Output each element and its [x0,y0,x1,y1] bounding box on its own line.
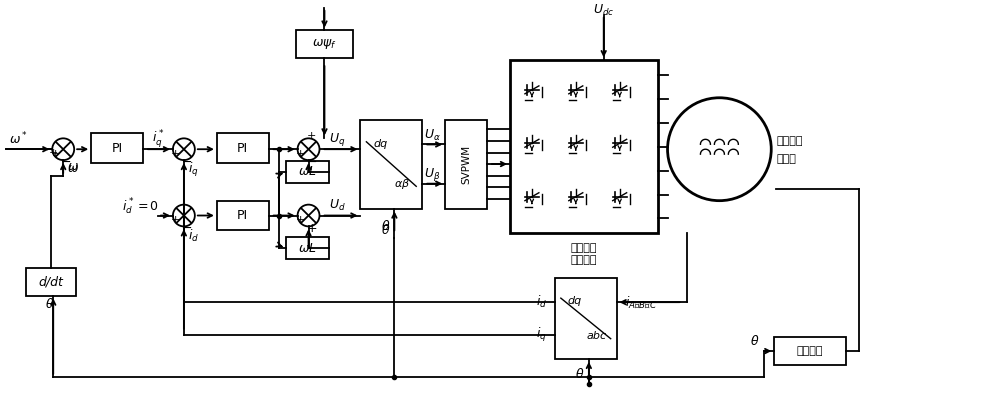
Text: +: + [296,149,305,159]
Text: $\alpha\beta$: $\alpha\beta$ [394,177,410,191]
Text: +: + [307,132,316,141]
Text: 磁电机: 磁电机 [776,154,796,164]
Text: $\omega\psi_f$: $\omega\psi_f$ [312,38,337,51]
Text: $\omega^*$: $\omega^*$ [9,131,28,148]
Text: $\theta$: $\theta$ [381,223,390,237]
Circle shape [173,205,195,226]
Text: PI: PI [237,142,248,155]
Text: $\theta$: $\theta$ [575,367,585,381]
Text: −: − [306,156,317,169]
Bar [26,268,76,295]
Bar [296,30,353,58]
Text: +: + [296,215,305,226]
Text: $\theta$: $\theta$ [381,219,390,233]
Text: $\omega L$: $\omega L$ [298,166,317,179]
Bar [217,134,269,163]
Text: $i_q$: $i_q$ [536,325,547,344]
Text: $i_q^*$: $i_q^*$ [152,128,165,150]
Circle shape [52,138,74,160]
Text: d/dt: d/dt [39,275,64,288]
Text: −: − [61,156,71,169]
Text: PI: PI [112,142,123,155]
Text: $U_q$: $U_q$ [329,131,346,148]
Text: abc: abc [587,331,607,341]
Text: $i_q$: $i_q$ [188,161,199,179]
Text: $\omega L$: $\omega L$ [298,242,317,255]
Text: −: − [182,222,192,235]
Bar [510,60,658,233]
Text: 三相九开: 三相九开 [571,243,597,253]
Bar [286,237,329,259]
Text: $i_d^*=0$: $i_d^*=0$ [122,196,160,217]
Bar [555,278,617,359]
Circle shape [298,205,320,226]
Text: +: + [306,222,317,235]
Circle shape [173,138,195,160]
Text: $U_{dc}$: $U_{dc}$ [593,3,614,18]
Bar [91,134,143,163]
Text: $i_d$: $i_d$ [536,294,547,310]
Bar [286,161,329,183]
Text: $i_d$: $i_d$ [188,228,199,245]
Circle shape [298,138,320,160]
Text: $\omega$: $\omega$ [67,160,79,173]
Text: −: − [182,156,192,169]
Text: $U_d$: $U_d$ [329,198,346,213]
Text: $U_\alpha$: $U_\alpha$ [424,128,441,143]
Text: PI: PI [237,209,248,222]
Circle shape [668,98,771,201]
Bar [774,337,846,365]
Text: 关变换器: 关变换器 [571,255,597,265]
Text: +: + [171,149,181,159]
Text: +: + [51,149,60,159]
Text: +: + [49,148,58,158]
Text: $U_\beta$: $U_\beta$ [424,166,441,183]
Bar [445,120,487,209]
Bar [360,120,422,209]
Text: 开绕组永: 开绕组永 [776,136,803,146]
Text: $\omega$: $\omega$ [67,162,79,175]
Text: SVPWM: SVPWM [461,145,471,184]
Text: 位置检测: 位置检测 [797,346,823,356]
Text: $\theta$: $\theta$ [750,334,759,348]
Text: dq: dq [373,139,387,149]
Text: dq: dq [568,295,582,306]
Bar [217,201,269,230]
Text: +: + [171,215,181,226]
Text: $\theta$: $\theta$ [45,297,54,310]
Text: $i_{A、B、C}$: $i_{A、B、C}$ [625,294,657,310]
